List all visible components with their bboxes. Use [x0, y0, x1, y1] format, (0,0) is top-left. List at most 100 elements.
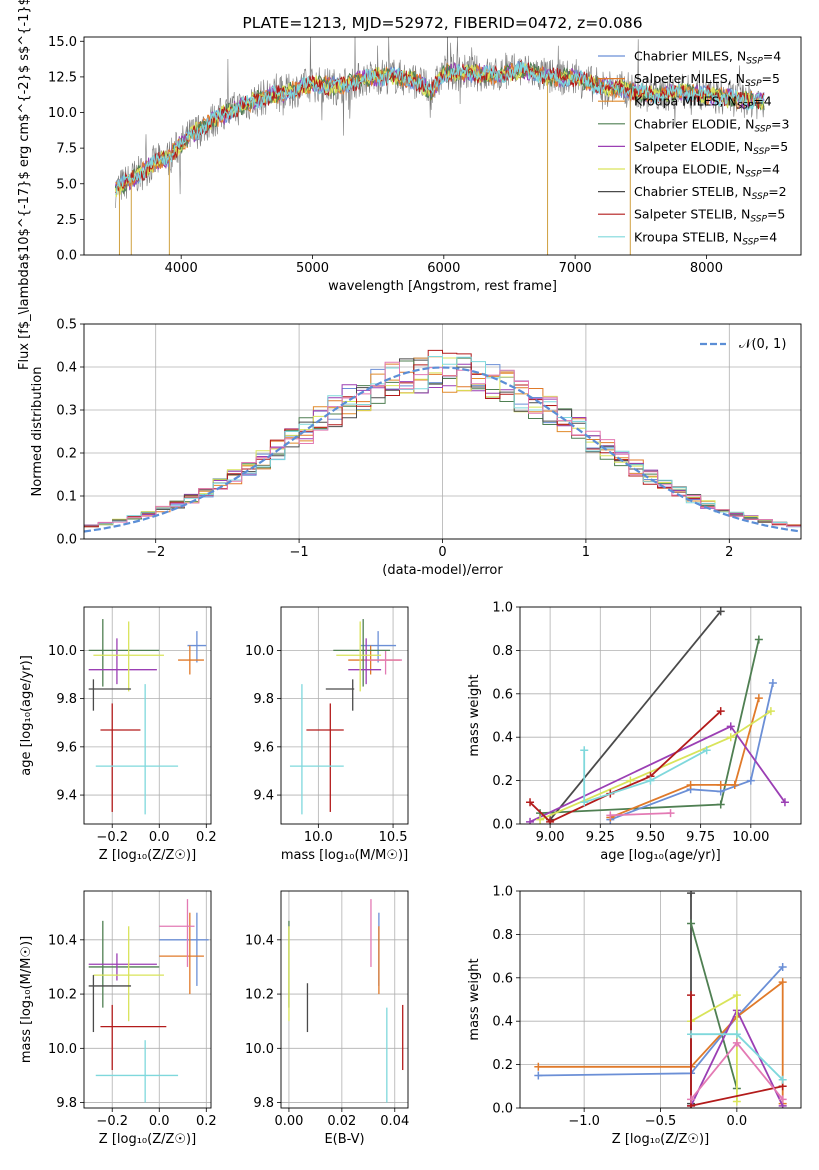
legend-count: =4: [763, 49, 781, 64]
y-tick-label: 0.4: [492, 731, 513, 746]
weight-marker-1-2: [754, 635, 763, 644]
legend-count: =4: [753, 94, 771, 109]
legend-subscript: SSP: [746, 57, 763, 67]
weight-vs-z-axes: −1.0 −0.5 0.0 0.0 0.2 0.4 0.6 0.8 1.0 Z [log₁₀(Z/…: [467, 885, 801, 1147]
y-axis-label: Normed distribution: [30, 367, 45, 497]
weight-marker-1-0: [687, 919, 696, 928]
y-axis-label: age [log₁₀(age/yr)]: [19, 655, 34, 776]
y-tick-label: 12.5: [48, 70, 77, 85]
y-tick-label: 9.8: [253, 692, 274, 707]
y-tick-label: 0.2: [492, 774, 513, 789]
weight-marker-1-1: [716, 800, 725, 809]
legend-label: Salpeter STELIB, NSSP=5: [634, 207, 785, 225]
x-axis-label: mass [log₁₀(M/M☉)]: [281, 848, 408, 863]
weight-marker-2-0: [534, 1071, 543, 1080]
x-axis-label: wavelength [Angstrom, rest frame]: [328, 279, 557, 294]
weight-marker-3-0: [534, 1062, 543, 1071]
weight-marker-5-1: [732, 991, 741, 1000]
y-tick-label: 0.4: [492, 1015, 513, 1030]
y-tick-label: 10.0: [245, 644, 274, 659]
weight-marker-4-2: [780, 798, 789, 807]
weight-marker-7-2: [646, 776, 655, 785]
weight-marker-2-3: [778, 962, 787, 971]
x-tick-label: −1.0: [568, 1114, 600, 1129]
weight-marker-6-0: [526, 798, 535, 807]
model-line-kroupa-stelib: [115, 61, 765, 195]
y-tick-label: 9.8: [253, 1096, 274, 1111]
x-tick-label: 9.75: [686, 830, 715, 845]
legend-count: =4: [759, 229, 777, 244]
weight-marker-0-1: [716, 607, 725, 616]
weight-marker-6-4: [716, 707, 725, 716]
x-tick-label: 0.0: [149, 1114, 170, 1129]
weight-marker-5-2: [726, 733, 735, 742]
x-tick-label: 2: [725, 545, 733, 560]
weight-vs-age-plot: [526, 607, 789, 824]
x-tick-label: 9.50: [636, 830, 665, 845]
x-tick-label: 0: [438, 545, 446, 560]
y-tick-label: 0.0: [492, 818, 513, 833]
y-tick-label: 0.0: [56, 249, 77, 264]
y-tick-label: 10.4: [48, 933, 77, 948]
y-tick-label: 7.5: [56, 142, 77, 157]
mass-vs-z-axes: −0.2 0.0 0.2 9.8 10.0 10.2 10.4 Z [log₁₀(Z/Z☉)]…: [19, 891, 217, 1147]
x-tick-label: 5000: [296, 261, 329, 276]
y-tick-label: 0.2: [492, 1058, 513, 1073]
y-tick-label: 0.1: [56, 490, 77, 505]
legend-label: Kroupa ELODIE, NSSP=4: [634, 162, 780, 180]
weight-marker-7-3: [702, 746, 711, 755]
y-tick-label: 9.6: [56, 740, 77, 755]
x-tick-label: 6000: [427, 261, 460, 276]
legend-subscript: SSP: [745, 79, 762, 89]
legend-label: Kroupa MILES, NSSP=4: [634, 94, 772, 112]
weight-line-7: [583, 749, 708, 804]
legend-count: =5: [762, 71, 780, 86]
legend-label: Chabrier STELIB, NSSP=2: [634, 184, 787, 202]
age-vs-mass-frame: [280, 606, 409, 825]
weight-marker-2-4: [768, 678, 777, 687]
legend-label: Chabrier MILES, NSSP=4: [634, 49, 781, 67]
legend-name: Salpeter ELODIE, N: [634, 139, 753, 154]
weight-marker-8-0: [606, 811, 615, 820]
weight-marker-4-1: [726, 722, 735, 731]
spectrum-plot: [115, 37, 765, 255]
spectrum-frame: [83, 36, 802, 256]
weight-vs-z-frame: [519, 890, 802, 1109]
y-tick-label: 9.4: [56, 789, 77, 804]
x-tick-label: 0.0: [149, 830, 170, 845]
weight-marker-7-1: [580, 798, 589, 807]
y-tick-label: 10.0: [48, 644, 77, 659]
legend-name: Salpeter STELIB, N: [634, 207, 750, 222]
x-axis-label: Z [log₁₀(Z/Z☉)]: [99, 1132, 196, 1147]
weight-marker-3-1: [686, 780, 695, 789]
x-tick-label: 0.00: [274, 1114, 303, 1129]
weight-line-5: [690, 993, 738, 1102]
y-tick-label: 10.2: [48, 988, 77, 1003]
age-vs-z-axes: −0.2 0.0 0.2 9.4 9.6 9.8 10.0 Z [log₁₀(Z/Z☉)] ag…: [19, 607, 217, 863]
y-tick-label: 0.0: [492, 1102, 513, 1117]
age-vs-mass-plot: [289, 619, 403, 815]
legend-subscript: SSP: [750, 215, 767, 225]
y-tick-label: 0.2: [56, 447, 77, 462]
x-axis-label: (data-model)/error: [382, 563, 503, 578]
age-vs-z-frame: [83, 606, 212, 825]
y-tick-label: 10.0: [48, 1042, 77, 1057]
x-tick-label: 0.2: [196, 1114, 217, 1129]
weight-line-5: [539, 710, 772, 821]
weight-marker-3-4: [754, 694, 763, 703]
weight-marker-8-1: [732, 1038, 741, 1047]
x-tick-label: 0.02: [327, 1114, 356, 1129]
x-tick-label: 1: [582, 545, 590, 560]
legend-subscript: SSP: [753, 147, 770, 157]
y-tick-label: 0.5: [56, 318, 77, 333]
weight-marker-7-0: [687, 1030, 696, 1039]
weight-marker-5-3: [766, 707, 775, 716]
y-tick-label: 1.0: [492, 601, 513, 616]
weight-marker-7-1: [732, 1030, 741, 1039]
legend-label: Chabrier ELODIE, NSSP=3: [634, 116, 789, 134]
x-tick-label: −1: [290, 545, 309, 560]
legend-subscript: SSP: [742, 237, 759, 247]
legend-name: Chabrier STELIB, N: [634, 184, 752, 199]
